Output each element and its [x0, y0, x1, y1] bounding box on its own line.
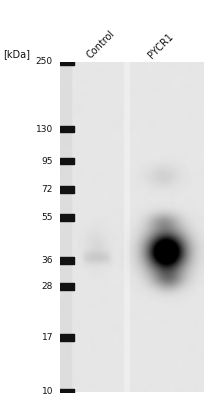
Text: 36: 36 — [41, 256, 53, 265]
Text: [kDa]: [kDa] — [3, 49, 30, 59]
Text: 72: 72 — [42, 185, 53, 194]
Text: 28: 28 — [42, 282, 53, 291]
Text: 250: 250 — [36, 58, 53, 66]
Text: PYCR1: PYCR1 — [147, 32, 175, 61]
Text: Control: Control — [85, 29, 117, 61]
Text: 130: 130 — [36, 124, 53, 134]
Text: 55: 55 — [41, 213, 53, 222]
Text: 95: 95 — [41, 157, 53, 166]
Text: 10: 10 — [41, 388, 53, 396]
Text: 17: 17 — [41, 333, 53, 342]
